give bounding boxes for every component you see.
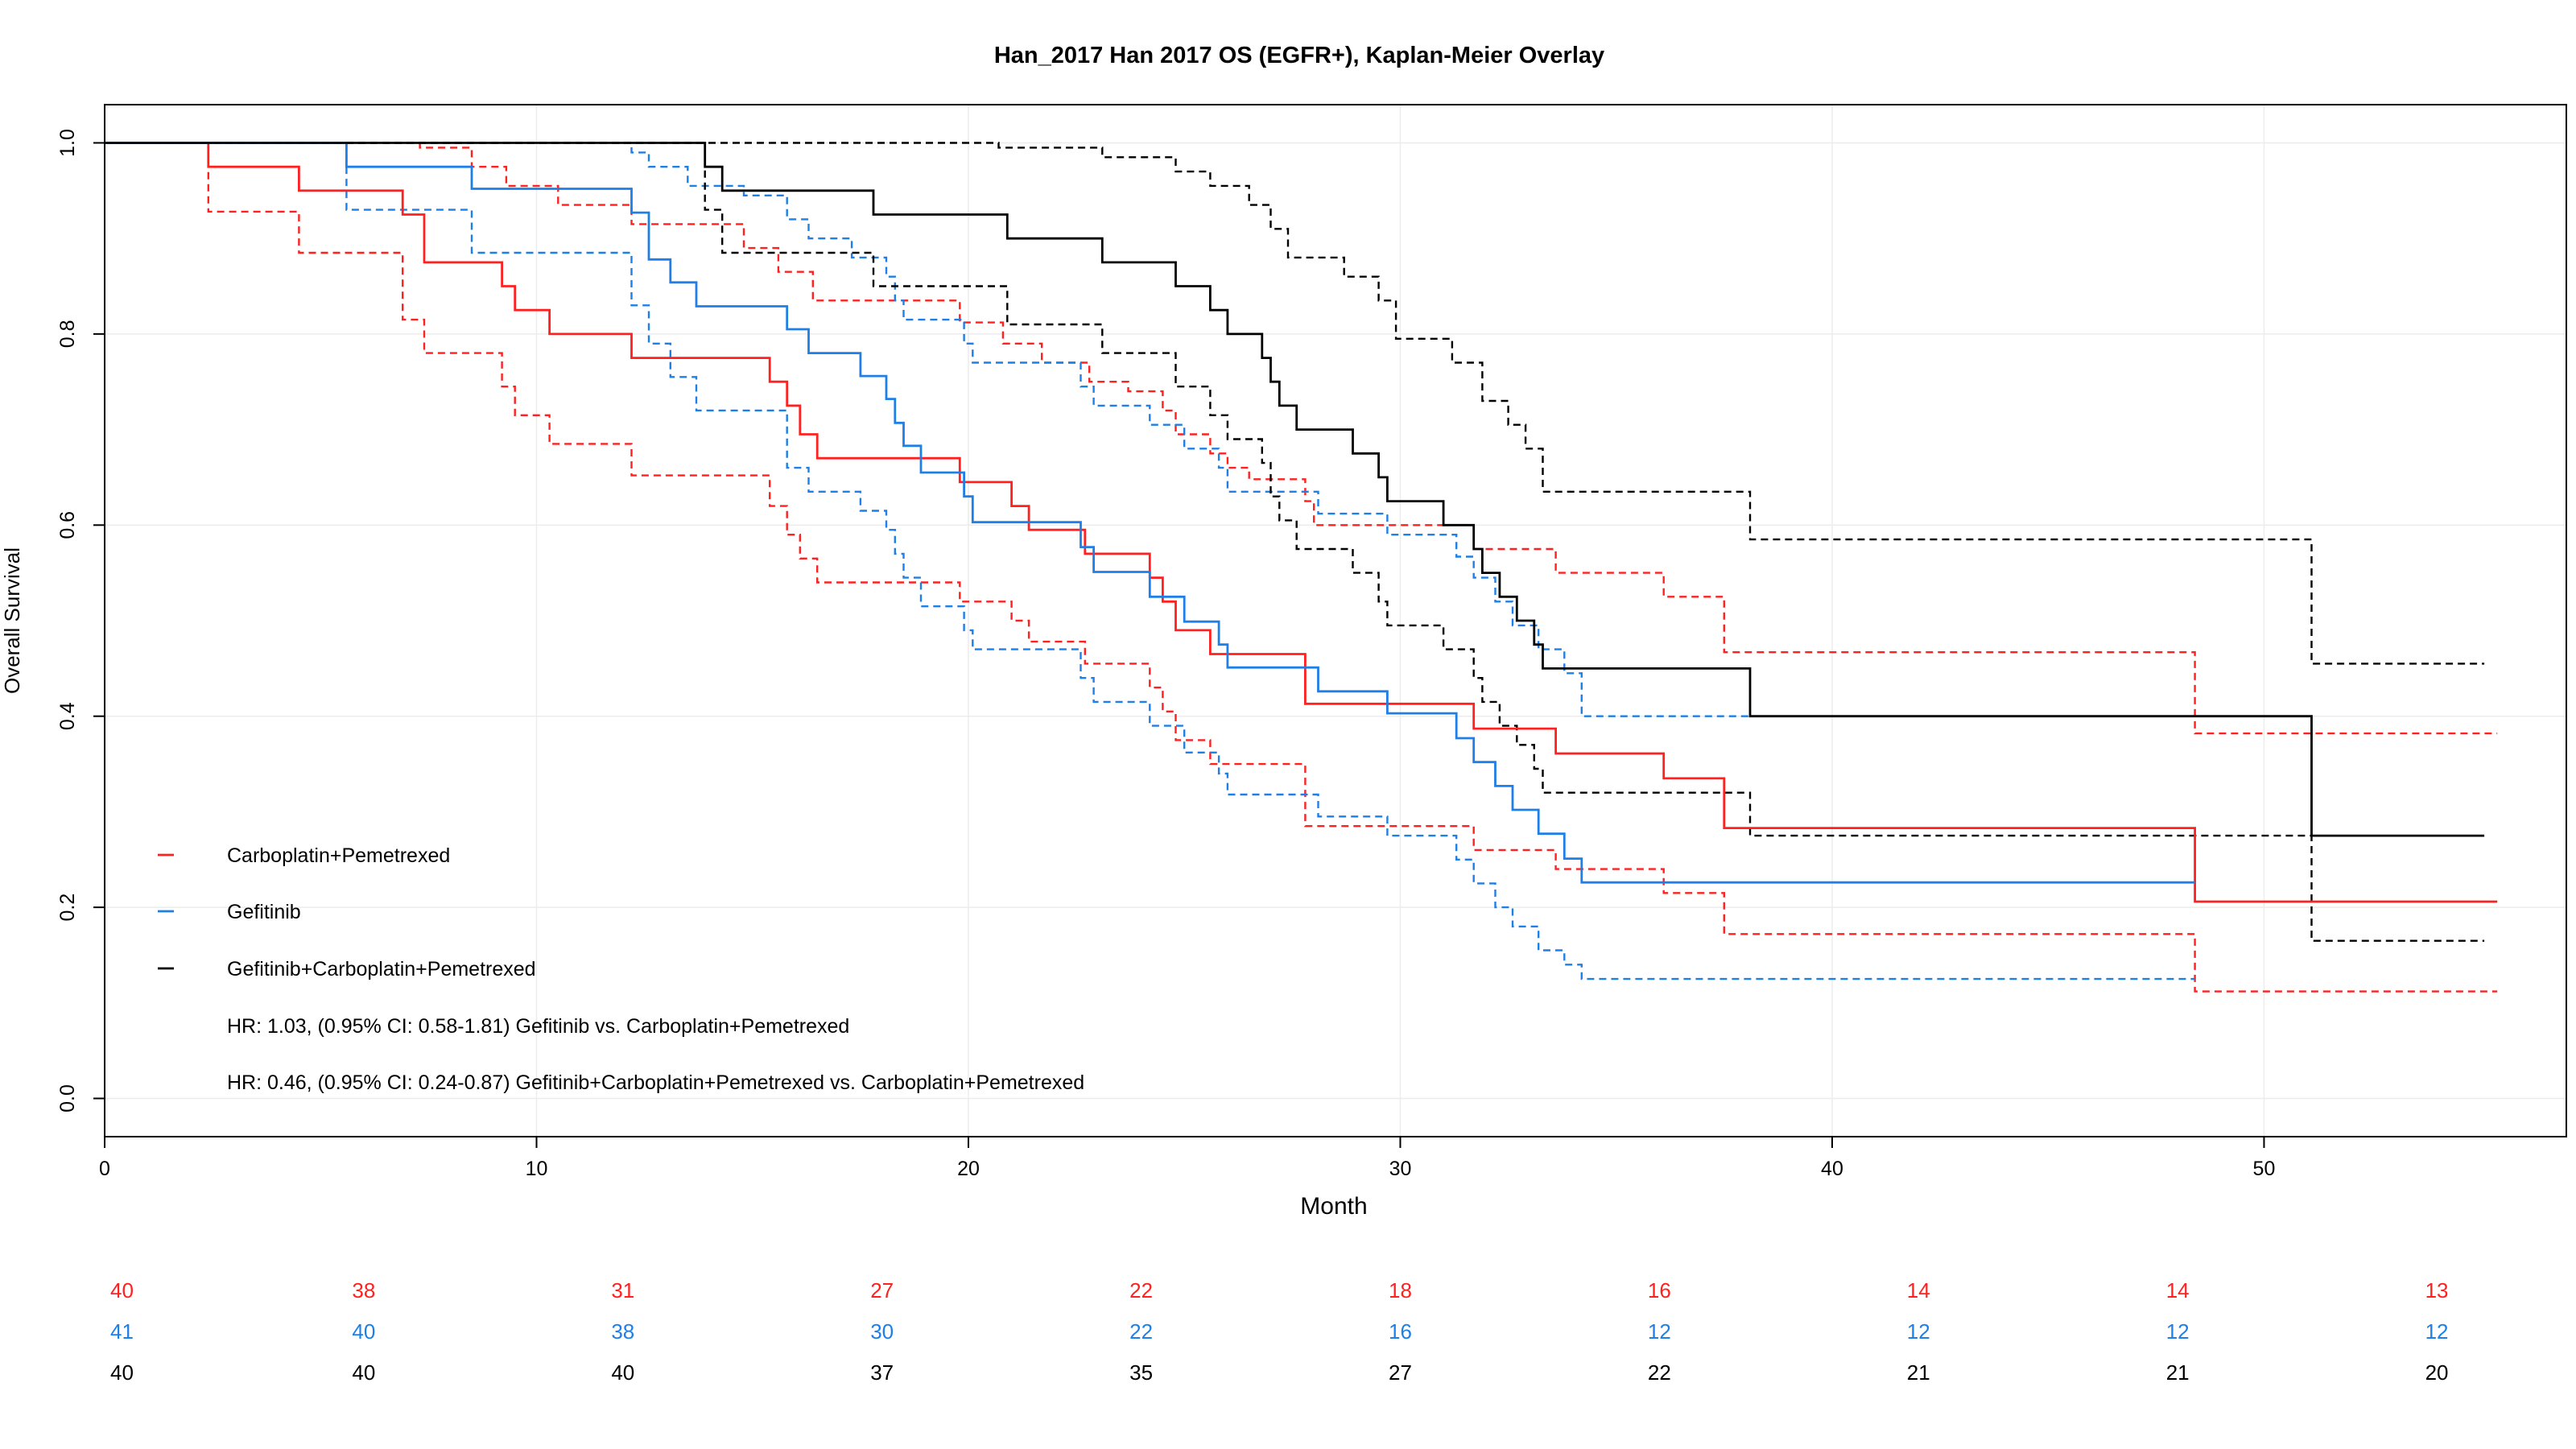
hr-annotation-1: HR: 0.46, (0.95% CI: 0.24-0.87) Gefitini… [227,1071,1084,1094]
at-risk-count-0-7: 14 [1907,1278,1930,1302]
at-risk-count-1-0: 41 [110,1319,134,1344]
survival-curve-series-0 [105,142,2498,903]
at-risk-count-1-7: 12 [1907,1319,1930,1344]
legend-label-1: Gefitinib [227,901,301,923]
survival-curve-series-1 [105,142,2195,884]
confidence-bands [105,142,2498,993]
ci-lower-series-1 [105,142,2195,980]
at-risk-count-0-5: 18 [1389,1278,1412,1302]
at-risk-count-1-5: 16 [1389,1319,1412,1344]
legend-label-2: Gefitinib+Carboplatin+Pemetrexed [227,958,536,980]
at-risk-count-0-2: 31 [611,1278,634,1302]
at-risk-count-2-1: 40 [352,1360,375,1385]
at-risk-count-2-6: 22 [1648,1360,1671,1385]
plot-frame [104,104,2567,1137]
at-risk-count-0-0: 40 [110,1278,134,1302]
at-risk-count-2-0: 40 [110,1360,134,1385]
x-tick-label-5: 50 [2253,1158,2276,1180]
ci-upper-series-0 [105,142,2498,735]
at-risk-count-1-1: 40 [352,1319,375,1344]
axes: 0 10 20 30 40 50 0.0 0.2 0.4 0.6 0.8 1.0 [56,129,2275,1180]
hazard-ratio-annotations: HR: 1.03, (0.95% CI: 0.58-1.81) Gefitini… [227,1015,1084,1094]
legend: Carboplatin+Pemetrexed Gefitinib Gefitinib… [158,844,536,980]
at-risk-count-1-3: 30 [870,1319,894,1344]
y-tick-label-1: 0.2 [56,894,79,922]
at-risk-count-1-2: 38 [611,1319,634,1344]
y-axis-label: Overall Survival [0,547,24,694]
hr-annotation-0: HR: 1.03, (0.95% CI: 0.58-1.81) Gefitini… [227,1015,849,1038]
x-tick-label-1: 10 [526,1158,548,1180]
survival-curve-series-2 [105,142,2485,837]
chart-title: Han_2017 Han 2017 OS (EGFR+), Kaplan-Mei… [994,43,1604,68]
y-tick-label-3: 0.6 [56,511,79,539]
legend-label-0: Carboplatin+Pemetrexed [227,844,450,867]
x-tick-label-0: 0 [99,1158,110,1180]
at-risk-count-0-4: 22 [1129,1278,1153,1302]
at-risk-count-0-8: 14 [2166,1278,2190,1302]
gridlines [104,105,2566,1137]
y-tick-label-0: 0.0 [56,1084,79,1113]
at-risk-count-2-4: 35 [1129,1360,1153,1385]
y-tick-label-2: 0.4 [56,702,79,730]
ci-lower-series-0 [105,142,2498,993]
at-risk-count-2-9: 20 [2425,1360,2449,1385]
at-risk-count-2-7: 21 [1907,1360,1930,1385]
at-risk-count-1-6: 12 [1648,1319,1671,1344]
at-risk-count-1-9: 12 [2425,1319,2449,1344]
at-risk-count-0-1: 38 [352,1278,375,1302]
y-tick-label-4: 0.8 [56,320,79,349]
x-tick-label-3: 30 [1389,1158,1412,1180]
x-tick-label-4: 40 [1821,1158,1843,1180]
at-risk-count-1-8: 12 [2166,1319,2190,1344]
at-risk-count-2-3: 37 [870,1360,894,1385]
at-risk-count-2-5: 27 [1389,1360,1412,1385]
at-risk-count-0-6: 16 [1648,1278,1671,1302]
at-risk-count-1-4: 22 [1129,1319,1153,1344]
ci-upper-series-1 [105,142,2195,717]
ci-upper-series-2 [105,142,2485,665]
at-risk-count-2-8: 21 [2166,1360,2190,1385]
at-risk-count-0-3: 27 [870,1278,894,1302]
ci-lower-series-2 [105,142,2485,942]
survival-curves [105,142,2498,903]
x-tick-label-2: 20 [957,1158,980,1180]
at-risk-count-0-9: 13 [2425,1278,2449,1302]
x-axis-label: Month [1300,1193,1367,1220]
risk-table: 40 38 31 27 22 18 16 14 14 13 41 40 38 30 22 16 12 12 12 12… [110,1278,2449,1385]
y-tick-label-5: 1.0 [56,129,79,157]
at-risk-count-2-2: 40 [611,1360,634,1385]
